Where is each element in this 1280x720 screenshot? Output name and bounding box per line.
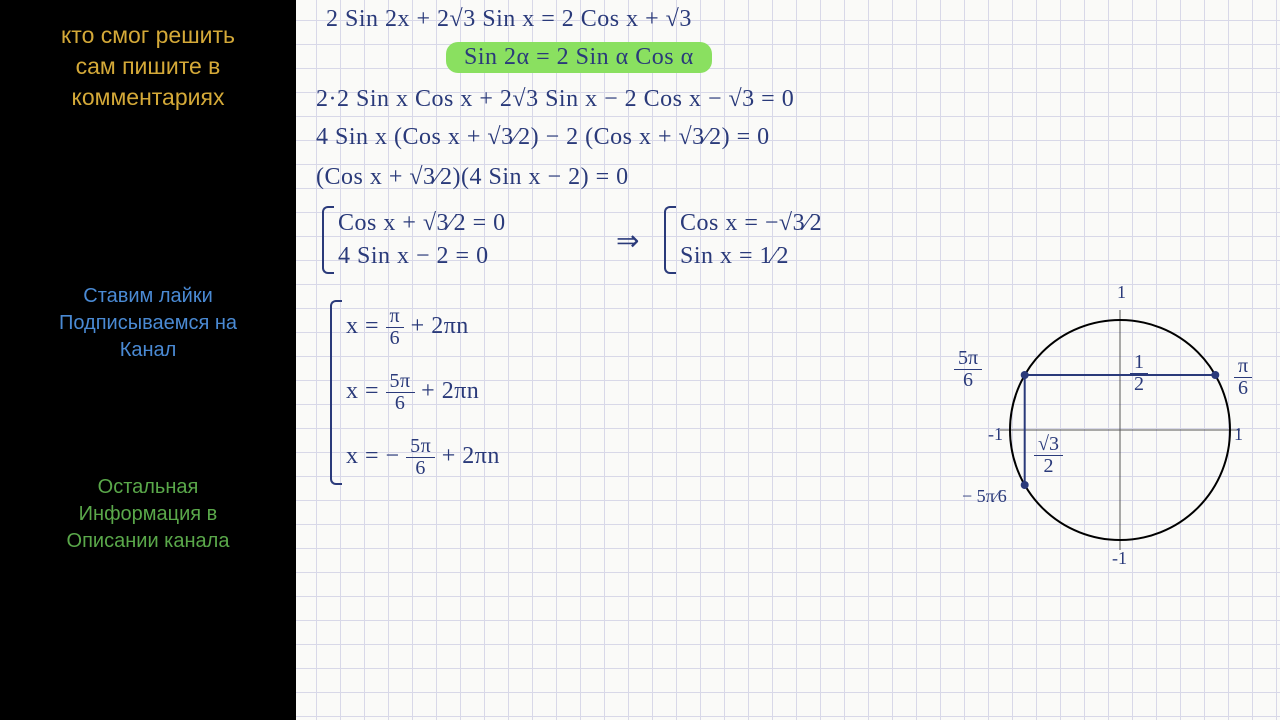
sb1-l2: сам пишите в [12,51,284,82]
sol3-lhs: x = − [346,443,400,469]
sol1-lhs: x = [346,313,379,339]
solution-1: x = π 6 + 2πn [346,306,500,349]
implies-arrow: ⇒ [616,224,640,258]
circ-left: -1 [988,424,1003,445]
sb2-l3: Канал [12,337,284,364]
sol2-lhs: x = [346,378,379,404]
lbl-neg5pi6: − 5π⁄6 [962,486,1007,507]
circ-right: 1 [1234,424,1243,445]
sb1-l1: кто смог решить [12,20,284,51]
sb1-l3: комментариях [12,82,284,113]
sys-l-row2: 4 Sin x − 2 = 0 [338,243,506,270]
sidebar-block-2: Ставим лайки Подписываемся на Канал [12,283,284,364]
sb2-l2: Подписываемся на [12,310,284,337]
sol2-tail: + 2πn [421,378,479,404]
solution-3: x = − 5π 6 + 2πn [346,436,500,479]
unit-circle: 1 -1 1 -1 π 6 5π 6 − 5π⁄6 1 2 [990,300,1250,560]
lbl-half: 1 2 [1130,352,1148,395]
sb3-l3: Описании канала [12,528,284,555]
sys-r-row2: Sin x = 1⁄2 [680,243,822,270]
eq-line-4: 4 Sin x (Cos x + √3⁄2) − 2 (Cos x + √3⁄2… [316,124,770,151]
solutions-block: x = π 6 + 2πn x = 5π 6 + 2πn x = − 5π 6 … [342,300,500,485]
sys-r-row1: Cos x = −√3⁄2 [680,210,822,237]
sidebar: кто смог решить сам пишите в комментария… [0,0,296,720]
lbl-sqrt32: √3 2 [1034,434,1063,477]
sol2-frac: 5π 6 [386,371,415,414]
eq-line-3: 2·2 Sin x Cos x + 2√3 Sin x − 2 Cos x − … [316,86,794,113]
sb2-l1: Ставим лайки [12,283,284,310]
sol1-frac: π 6 [386,306,405,349]
unit-circle-svg [990,300,1250,560]
system-left: Cos x + √3⁄2 = 0 4 Sin x − 2 = 0 [334,204,506,276]
lbl-pi6: π 6 [1234,356,1252,399]
system-right: Cos x = −√3⁄2 Sin x = 1⁄2 [676,204,822,276]
sol1-tail: + 2πn [411,313,469,339]
eq-line-1: 2 Sin 2x + 2√3 Sin x = 2 Cos x + √3 [326,6,692,33]
sol3-frac: 5π 6 [406,436,435,479]
circ-bottom: -1 [1112,548,1127,569]
circ-top: 1 [1117,282,1126,303]
sb3-l2: Информация в [12,501,284,528]
solution-2: x = 5π 6 + 2πn [346,371,500,414]
eq-line-5: (Cos x + √3⁄2)(4 Sin x − 2) = 0 [316,164,629,191]
sys-l-row1: Cos x + √3⁄2 = 0 [338,210,506,237]
graph-paper: 2 Sin 2x + 2√3 Sin x = 2 Cos x + √3 Sin … [296,0,1280,720]
sb3-l1: Остальная [12,474,284,501]
sol3-tail: + 2πn [442,443,500,469]
sidebar-block-1: кто смог решить сам пишите в комментария… [12,20,284,113]
lbl-5pi6: 5π 6 [954,348,982,391]
sidebar-block-3: Остальная Информация в Описании канала [12,474,284,555]
eq-identity-highlight: Sin 2α = 2 Sin α Cos α [446,42,712,73]
